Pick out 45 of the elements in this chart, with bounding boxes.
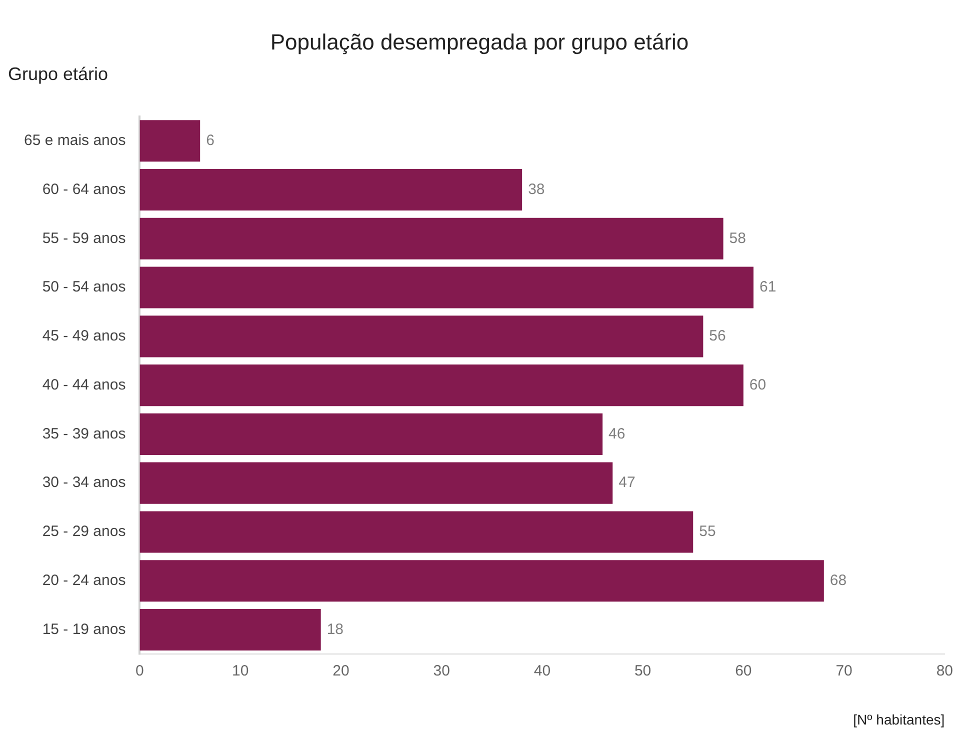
bar [140,608,321,651]
y-tick-label: 35 - 39 anos [42,425,126,442]
y-tick-label: 45 - 49 anos [42,328,126,345]
bar [140,120,200,162]
x-tick-label: 30 [433,662,450,680]
data-label: 38 [528,180,545,198]
x-tick-label: 60 [735,662,752,680]
data-label: 55 [699,523,716,540]
data-label: 47 [618,474,636,492]
x-tick-label: 0 [136,662,144,680]
data-label: 61 [759,278,776,296]
bar [140,218,724,260]
bar [140,316,704,358]
x-tick-label: 10 [232,662,249,680]
x-tick-label: 50 [634,662,652,680]
y-tick-label: 55 - 59 anos [42,230,126,247]
bar [140,413,603,455]
chart-title: População desempregada por grupo etário [270,29,689,54]
y-tick-label: 20 - 24 anos [42,572,126,590]
y-axis-title: Grupo etário [8,64,108,84]
y-tick-label: 25 - 29 anos [42,523,126,540]
x-tick-label: 80 [936,662,953,680]
x-axis-title: [Nº habitantes] [853,711,945,728]
data-label: 58 [729,230,746,247]
y-tick-label: 65 e mais anos [24,132,126,149]
x-tick-label: 40 [534,662,551,680]
data-label: 56 [709,328,726,345]
bar [140,364,744,406]
y-tick-label: 50 - 54 anos [42,278,126,296]
data-label: 60 [749,376,766,394]
bar [140,168,522,211]
y-tick-label: 15 - 19 anos [42,620,126,638]
bar [140,266,754,308]
data-label: 68 [830,572,847,590]
x-tick-label: 20 [332,662,350,680]
bar [140,560,824,602]
y-tick-label: 30 - 34 anos [42,474,126,492]
bar [140,511,694,553]
bar [140,462,613,504]
data-label: 18 [326,620,344,638]
x-tick-label: 70 [836,662,852,680]
y-tick-label: 60 - 64 anos [42,180,126,198]
data-label: 46 [608,425,626,442]
data-label: 6 [206,132,214,149]
y-tick-label: 40 - 44 anos [42,376,126,394]
